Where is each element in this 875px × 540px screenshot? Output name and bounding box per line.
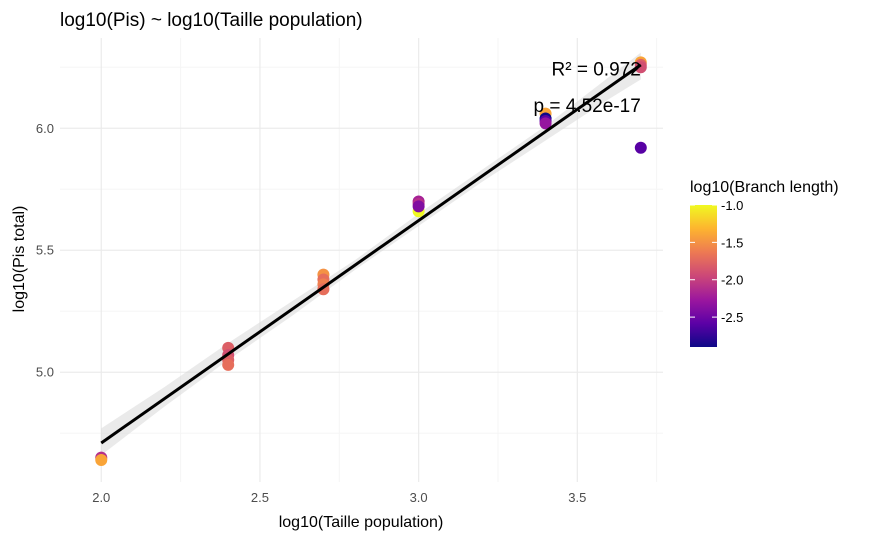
annotation-text: R² = 0.972: [552, 59, 641, 80]
x-tick-label: 2.5: [251, 490, 269, 505]
x-tick-label: 3.0: [410, 490, 428, 505]
data-point: [412, 200, 425, 213]
regression-line: [100, 63, 642, 445]
data-point: [95, 454, 108, 467]
y-axis-label: log10(Pis total): [11, 206, 28, 313]
data-point: [634, 141, 647, 154]
legend-colorbar: [690, 205, 717, 347]
plot-panel: R² = 0.972 p = 4.52e-17: [60, 38, 663, 482]
data-point: [222, 358, 235, 371]
y-tick-label: 6.0: [36, 121, 54, 136]
data-point: [634, 61, 647, 74]
annotation-text: p = 4.52e-17: [534, 96, 641, 117]
x-axis: 2.0 2.5 3.0 3.5: [92, 490, 586, 505]
x-tick-label: 2.0: [92, 490, 110, 505]
y-tick-label: 5.5: [36, 243, 54, 258]
chart-title: log10(Pis) ~ log10(Taille population): [60, 10, 363, 31]
data-point: [539, 117, 552, 130]
legend-title: log10(Branch length): [690, 179, 839, 196]
x-axis-label: log10(Taille population): [279, 514, 444, 531]
legend-tick-label: -2.5: [721, 310, 743, 325]
fit-line: [100, 63, 642, 445]
y-axis: 5.0 5.5 6.0: [36, 121, 54, 380]
legend-tick-label: -1.5: [721, 235, 743, 250]
legend-tick-label: -1.0: [721, 198, 743, 213]
y-tick-label: 5.0: [36, 365, 54, 380]
color-legend: log10(Branch length) -1.0 -1.5 -2.0 -2.5: [690, 179, 839, 347]
legend-tick-label: -2.0: [721, 273, 743, 288]
x-tick-label: 3.5: [568, 490, 586, 505]
annotations: R² = 0.972 p = 4.52e-17: [534, 59, 641, 117]
